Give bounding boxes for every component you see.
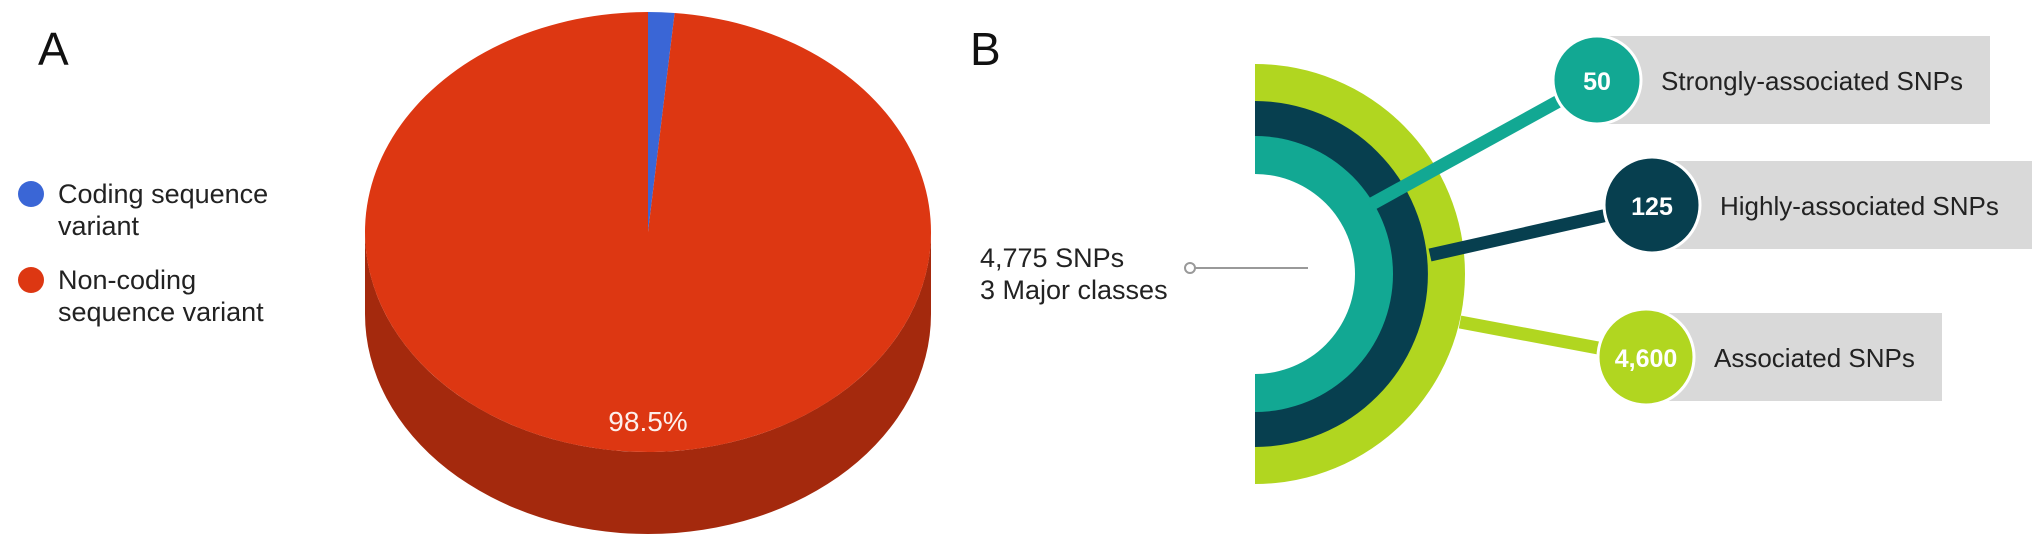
pie-legend: Coding sequence variant Non-coding seque… bbox=[18, 178, 313, 350]
value-circle-associated bbox=[1596, 307, 1696, 407]
pie-side-wall bbox=[365, 232, 931, 534]
category-label-strongly: Strongly-associated SNPs bbox=[1661, 66, 1963, 96]
label-box-highly bbox=[1655, 161, 2032, 249]
major-classes-label: 3 Major classes bbox=[980, 275, 1168, 305]
ring-center bbox=[1255, 174, 1355, 374]
label-box-associated bbox=[1649, 313, 1942, 401]
value-label-strongly: 50 bbox=[1583, 68, 1611, 96]
legend-label-noncoding: Non-coding sequence variant bbox=[58, 265, 264, 327]
legend-label-coding: Coding sequence variant bbox=[58, 179, 269, 241]
value-circle-strongly bbox=[1551, 34, 1643, 126]
value-label-highly: 125 bbox=[1631, 193, 1673, 221]
pie-slice-noncoding bbox=[364, 12, 931, 452]
category-label-highly: Highly-associated SNPs bbox=[1720, 191, 1999, 221]
legend-item-noncoding: Non-coding sequence variant bbox=[18, 264, 313, 328]
legend-item-coding: Coding sequence variant bbox=[18, 178, 313, 242]
category-label-associated: Associated SNPs bbox=[1714, 343, 1915, 373]
label-box-strongly bbox=[1600, 36, 1990, 124]
value-label-associated: 4,600 bbox=[1615, 345, 1678, 373]
total-snps-label: 4,775 SNPs 3 Major classes bbox=[980, 242, 1168, 306]
total-snps-count: 4,775 SNPs bbox=[980, 243, 1125, 273]
pie-data-label: 98.5% bbox=[608, 406, 687, 437]
panel-label-a: A bbox=[38, 23, 69, 75]
value-circle-highly bbox=[1602, 155, 1702, 255]
panel-label-b: B bbox=[970, 23, 1001, 75]
total-connector-dot bbox=[1184, 262, 1196, 274]
legend-swatch-noncoding bbox=[18, 267, 44, 293]
pie-slice-coding bbox=[648, 12, 675, 232]
legend-swatch-coding bbox=[18, 181, 44, 207]
